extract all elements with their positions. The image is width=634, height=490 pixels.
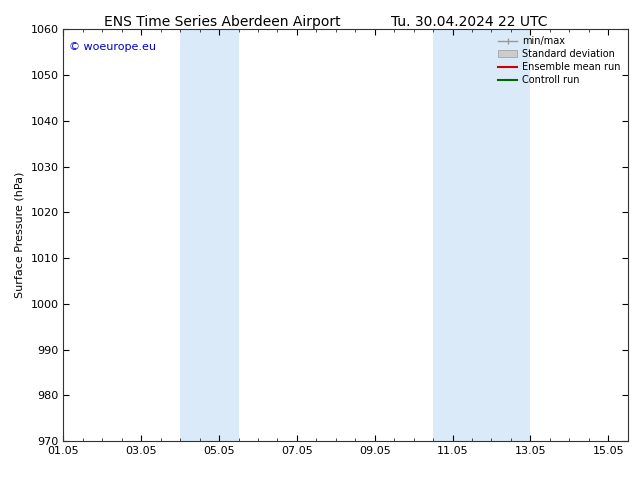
Text: Tu. 30.04.2024 22 UTC: Tu. 30.04.2024 22 UTC: [391, 15, 547, 29]
Y-axis label: Surface Pressure (hPa): Surface Pressure (hPa): [15, 172, 25, 298]
Text: © woeurope.eu: © woeurope.eu: [69, 42, 156, 52]
Bar: [433, 29, 531, 441]
Bar: [180, 29, 238, 441]
Text: ENS Time Series Aberdeen Airport: ENS Time Series Aberdeen Airport: [103, 15, 340, 29]
Legend: min/max, Standard deviation, Ensemble mean run, Controll run: min/max, Standard deviation, Ensemble me…: [494, 32, 624, 89]
